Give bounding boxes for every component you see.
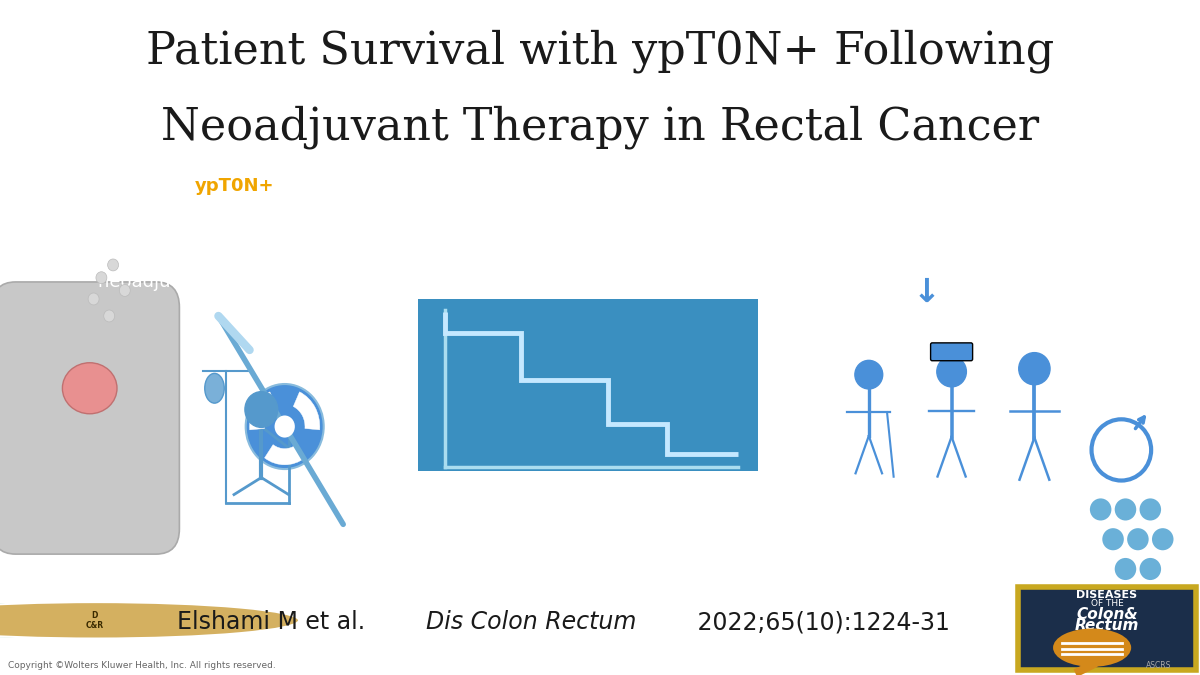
Text: 2022;65(10):1224-31: 2022;65(10):1224-31 xyxy=(690,610,949,634)
Text: and more + lymph nodes: and more + lymph nodes xyxy=(878,213,1108,232)
Text: ypT0N+: ypT0N+ xyxy=(194,178,275,195)
Circle shape xyxy=(1140,558,1162,580)
Ellipse shape xyxy=(205,373,224,403)
Text: n=181 pts with: n=181 pts with xyxy=(52,178,194,195)
Text: ypT0N+ assoc with:: ypT0N+ assoc with: xyxy=(491,177,685,196)
Text: Older age, male gender,: Older age, male gender, xyxy=(883,180,1103,197)
Text: DISEASES: DISEASES xyxy=(1076,590,1138,600)
Text: Elshami M et al.: Elshami M et al. xyxy=(178,610,373,634)
Circle shape xyxy=(1090,498,1111,520)
Circle shape xyxy=(275,416,295,437)
Text: Colon&: Colon& xyxy=(1076,608,1138,622)
Wedge shape xyxy=(264,445,305,465)
Circle shape xyxy=(1115,498,1136,520)
Text: 2006-16 with total: 2006-16 with total xyxy=(112,241,278,259)
Text: OF THE: OF THE xyxy=(1091,599,1123,608)
Text: D
C&R: D C&R xyxy=(85,611,103,630)
Wedge shape xyxy=(250,392,276,430)
Text: Rectum: Rectum xyxy=(1075,618,1139,633)
Circle shape xyxy=(1019,352,1050,385)
Circle shape xyxy=(88,293,100,305)
Text: tumors in cancer database: tumors in cancer database xyxy=(74,209,316,227)
Text: Patient Survival with ypT0N+ Following: Patient Survival with ypT0N+ Following xyxy=(146,29,1054,73)
Circle shape xyxy=(1152,528,1174,550)
Circle shape xyxy=(0,602,244,639)
Circle shape xyxy=(937,356,966,387)
FancyBboxPatch shape xyxy=(418,299,758,471)
Text: Higher 5-year OS: Higher 5-year OS xyxy=(588,496,761,514)
Text: ↓: ↓ xyxy=(913,276,941,309)
Text: overall survival: overall survival xyxy=(1022,284,1160,302)
Circle shape xyxy=(119,284,131,296)
Ellipse shape xyxy=(62,362,118,414)
Circle shape xyxy=(96,272,107,284)
Text: (vs. ypT3/4N+): (vs. ypT3/4N+) xyxy=(520,533,656,550)
Circle shape xyxy=(1115,558,1136,580)
FancyBboxPatch shape xyxy=(1018,587,1196,670)
Text: were all associated with a: were all associated with a xyxy=(876,248,1110,265)
Circle shape xyxy=(0,602,299,639)
Wedge shape xyxy=(293,392,319,430)
FancyBboxPatch shape xyxy=(0,282,180,554)
Circle shape xyxy=(245,392,277,427)
Text: (vs. ypT1/2N0): (vs. ypT1/2N0) xyxy=(522,258,654,276)
Circle shape xyxy=(1127,528,1148,550)
Text: neoadjuvant therapy:: neoadjuvant therapy: xyxy=(98,273,292,291)
Circle shape xyxy=(103,310,115,322)
Text: Neoadjuvant Therapy in Rectal Cancer: Neoadjuvant Therapy in Rectal Cancer xyxy=(161,105,1039,148)
Circle shape xyxy=(1054,628,1132,667)
Text: Lower 5-year OS: Lower 5-year OS xyxy=(497,227,679,247)
Circle shape xyxy=(854,360,883,389)
Circle shape xyxy=(1103,528,1124,550)
Text: ASCRS: ASCRS xyxy=(1146,662,1171,670)
Text: Dis Colon Rectum: Dis Colon Rectum xyxy=(426,610,636,634)
Text: Copyright ©Wolters Kluwer Health, Inc. All rights reserved.: Copyright ©Wolters Kluwer Health, Inc. A… xyxy=(8,662,276,670)
Circle shape xyxy=(1140,498,1162,520)
Circle shape xyxy=(108,259,119,271)
Circle shape xyxy=(246,384,324,469)
FancyBboxPatch shape xyxy=(930,343,973,360)
Text: But: But xyxy=(552,496,588,514)
